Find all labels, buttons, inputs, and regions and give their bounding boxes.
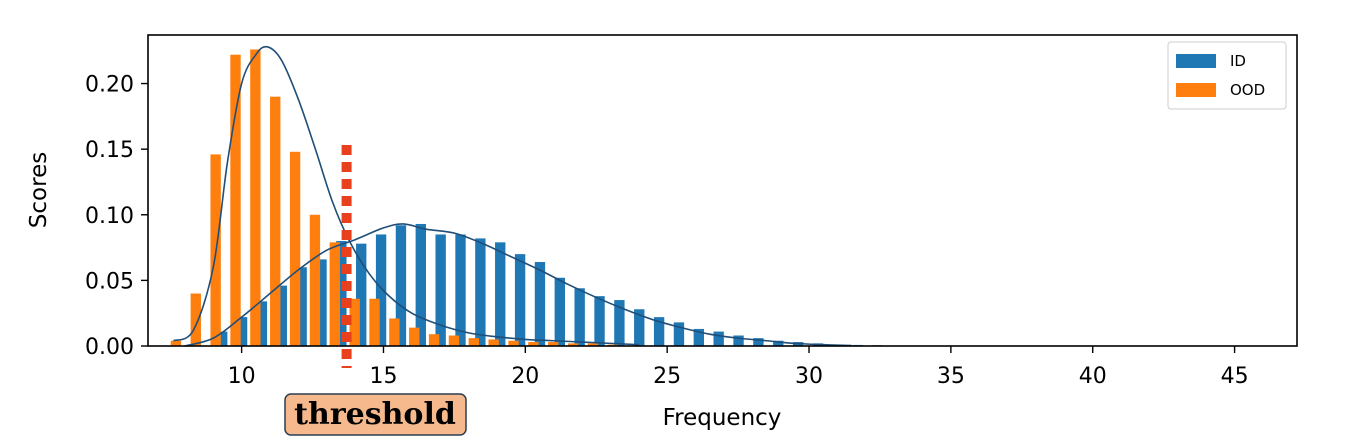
legend: ID OOD [1167, 41, 1287, 110]
y-tick-label-1: 0.05 [85, 269, 134, 294]
id-bar-25 [713, 331, 724, 346]
legend-box [1167, 41, 1287, 110]
ood-bar-8 [329, 242, 340, 346]
x-tick-label-5: 35 [937, 364, 965, 389]
id-density-curve [184, 223, 852, 347]
x-tick-label-3: 25 [653, 364, 681, 389]
ood-bar-13 [428, 334, 440, 346]
threshold-label-box [284, 393, 467, 436]
plot-frame [147, 34, 1298, 347]
id-bar-21 [634, 309, 645, 346]
y-tick-label-0: 0.00 [85, 335, 134, 360]
ood-bar-3 [230, 54, 241, 347]
legend-label-id: ID [1230, 52, 1246, 70]
id-bar-0 [217, 331, 228, 346]
id-bar-8 [375, 234, 387, 346]
ood-bar-0 [170, 340, 182, 346]
id-bar-23 [673, 322, 685, 346]
legend-label-ood: OOD [1230, 81, 1265, 99]
ood-bar-17 [508, 340, 519, 346]
ood-bar-20 [567, 343, 579, 346]
ood-bar-9 [349, 298, 360, 346]
id-bar-7 [356, 243, 367, 346]
ood-bar-5 [270, 96, 281, 347]
id-bar-16 [534, 262, 546, 346]
id-bar-2 [256, 301, 268, 346]
id-bar-12 [455, 234, 466, 346]
id-bar-26 [733, 335, 744, 346]
id-bar-20 [614, 300, 625, 346]
x-tick-label-4: 30 [795, 364, 823, 389]
ood-bar-14 [448, 335, 460, 346]
id-bar-10 [415, 223, 426, 346]
y-tick-label-3: 0.15 [85, 138, 134, 163]
id-bar-4 [296, 267, 307, 346]
id-bar-24 [693, 328, 704, 346]
id-bar-6 [336, 241, 347, 346]
id-bar-18 [574, 288, 585, 346]
ood-density-curve [173, 45, 639, 346]
legend-swatch-ood [1176, 83, 1216, 97]
ood-bar-6 [289, 151, 301, 346]
x-tick-label-2: 20 [511, 364, 539, 389]
id-bar-13 [475, 238, 486, 346]
ood-bar-16 [488, 339, 499, 346]
id-bar-1 [236, 317, 248, 346]
legend-swatch-id [1176, 54, 1216, 68]
x-tick-label-1: 15 [369, 364, 397, 389]
x-tick-label-6: 40 [1079, 364, 1107, 389]
id-bars [217, 223, 923, 346]
y-axis-ticks: 0.00 0.05 0.10 0.15 0.20 [85, 73, 148, 360]
ood-bar-7 [309, 214, 321, 346]
x-axis-title: Frequency [663, 405, 782, 431]
ood-bar-18 [528, 342, 539, 346]
y-axis-title: Scores [26, 152, 52, 228]
x-axis-ticks: 10 15 20 25 30 35 40 45 [228, 346, 1249, 389]
y-tick-label-2: 0.10 [85, 204, 134, 229]
threshold-label: threshold [294, 397, 456, 432]
x-tick-label-0: 10 [228, 364, 256, 389]
threshold-annotation: threshold [284, 393, 467, 436]
y-tick-label-4: 0.20 [85, 73, 134, 98]
id-bar-15 [514, 254, 526, 346]
id-bar-22 [653, 317, 665, 346]
ood-bar-21 [587, 343, 599, 346]
x-tick-label-7: 45 [1221, 364, 1249, 389]
ood-bar-12 [409, 327, 420, 346]
id-bar-17 [554, 277, 565, 346]
ood-bar-11 [389, 318, 400, 346]
id-bar-9 [395, 225, 407, 346]
id-bar-19 [594, 296, 605, 346]
id-bar-14 [495, 242, 506, 346]
ood-bar-15 [468, 338, 479, 346]
id-bar-3 [276, 285, 287, 346]
ood-bar-4 [250, 49, 261, 347]
id-bar-5 [316, 259, 327, 346]
ood-bar-1 [190, 293, 201, 346]
ood-bar-19 [548, 342, 559, 346]
ood-bar-10 [369, 298, 380, 346]
id-bar-27 [753, 338, 764, 346]
id-bar-28 [773, 340, 784, 346]
id-bar-11 [435, 234, 446, 346]
